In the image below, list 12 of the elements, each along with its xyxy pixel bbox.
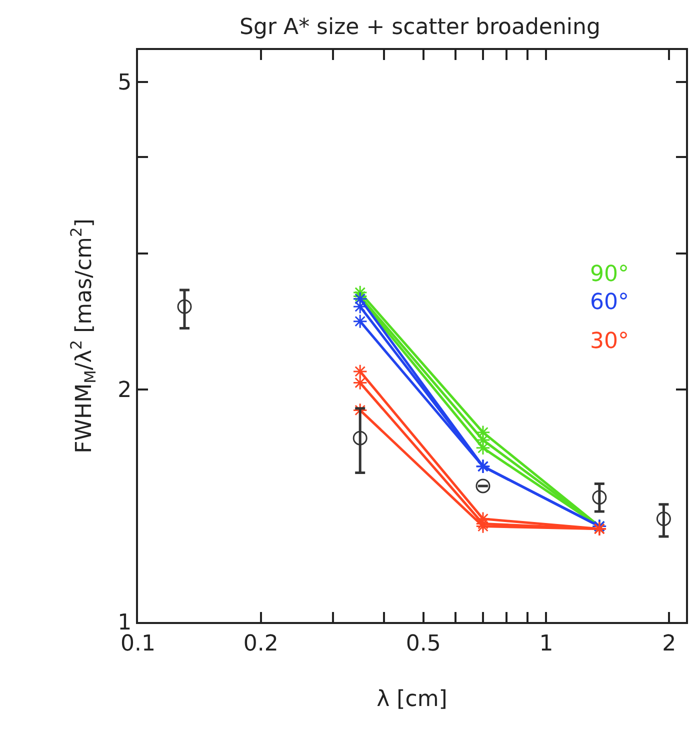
chart-title: Sgr A* size + scatter broadening	[240, 15, 600, 40]
text: 60°	[590, 290, 629, 315]
y-tick-label: 2	[118, 378, 132, 404]
x-tick-label: 1	[539, 631, 554, 656]
x-tick-label: 0.5	[406, 631, 441, 656]
text: 90°	[590, 262, 629, 287]
text: 30°	[590, 329, 629, 354]
y-tick-label: 5	[118, 70, 132, 96]
x-tick-label: 0.1	[120, 631, 156, 656]
x-tick-label: 2	[662, 631, 676, 656]
x-tick-label: 0.2	[243, 631, 278, 656]
x-axis-title: λ [cm]	[376, 686, 448, 712]
